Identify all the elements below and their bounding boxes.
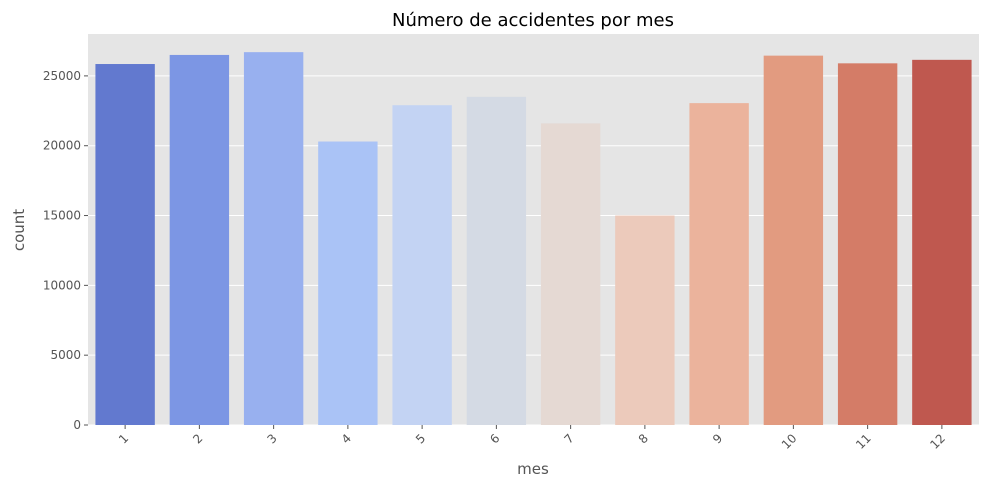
y-tick-label: 5000 (50, 348, 81, 362)
x-tick-label: 6 (487, 431, 502, 446)
bar (392, 105, 452, 425)
plot-area (88, 34, 979, 425)
x-tick-label: 10 (779, 431, 800, 452)
bar (912, 59, 972, 426)
bar (615, 215, 675, 425)
bar (763, 55, 824, 425)
x-tick-label: 1 (116, 431, 131, 446)
x-axis-label: mes (517, 460, 549, 478)
bars (95, 52, 972, 426)
y-tick-label: 15000 (43, 209, 81, 223)
x-tick-label: 9 (710, 431, 725, 446)
y-tick-label: 25000 (43, 69, 81, 83)
x-tick-label: 12 (927, 431, 948, 452)
bar (243, 52, 304, 426)
x-axis-ticks: 1 2 3 4 5 6 7 8 9 10 11 12 (116, 425, 948, 452)
chart-title: Número de accidentes por mes (392, 10, 674, 31)
grid-lines (88, 75, 979, 426)
y-tick-label: 20000 (43, 139, 81, 153)
x-tick-label: 5 (413, 431, 428, 446)
x-tick-label: 11 (853, 431, 874, 452)
y-tick-label: 10000 (43, 278, 81, 292)
y-tick-label: 0 (73, 418, 81, 432)
x-tick-label: 2 (190, 431, 205, 446)
bar (466, 96, 527, 425)
y-axis-label: count (10, 209, 28, 251)
x-tick-label: 4 (339, 431, 354, 446)
x-tick-label: 7 (561, 431, 576, 446)
bar (689, 103, 749, 425)
x-tick-label: 3 (264, 431, 279, 446)
bar (95, 64, 155, 425)
bar (318, 141, 378, 425)
bar (837, 63, 898, 425)
y-axis-ticks: 0 5000 10000 15000 20000 25000 (43, 69, 88, 432)
bar (540, 123, 601, 425)
x-tick-label: 8 (636, 431, 651, 446)
bar (169, 54, 230, 425)
